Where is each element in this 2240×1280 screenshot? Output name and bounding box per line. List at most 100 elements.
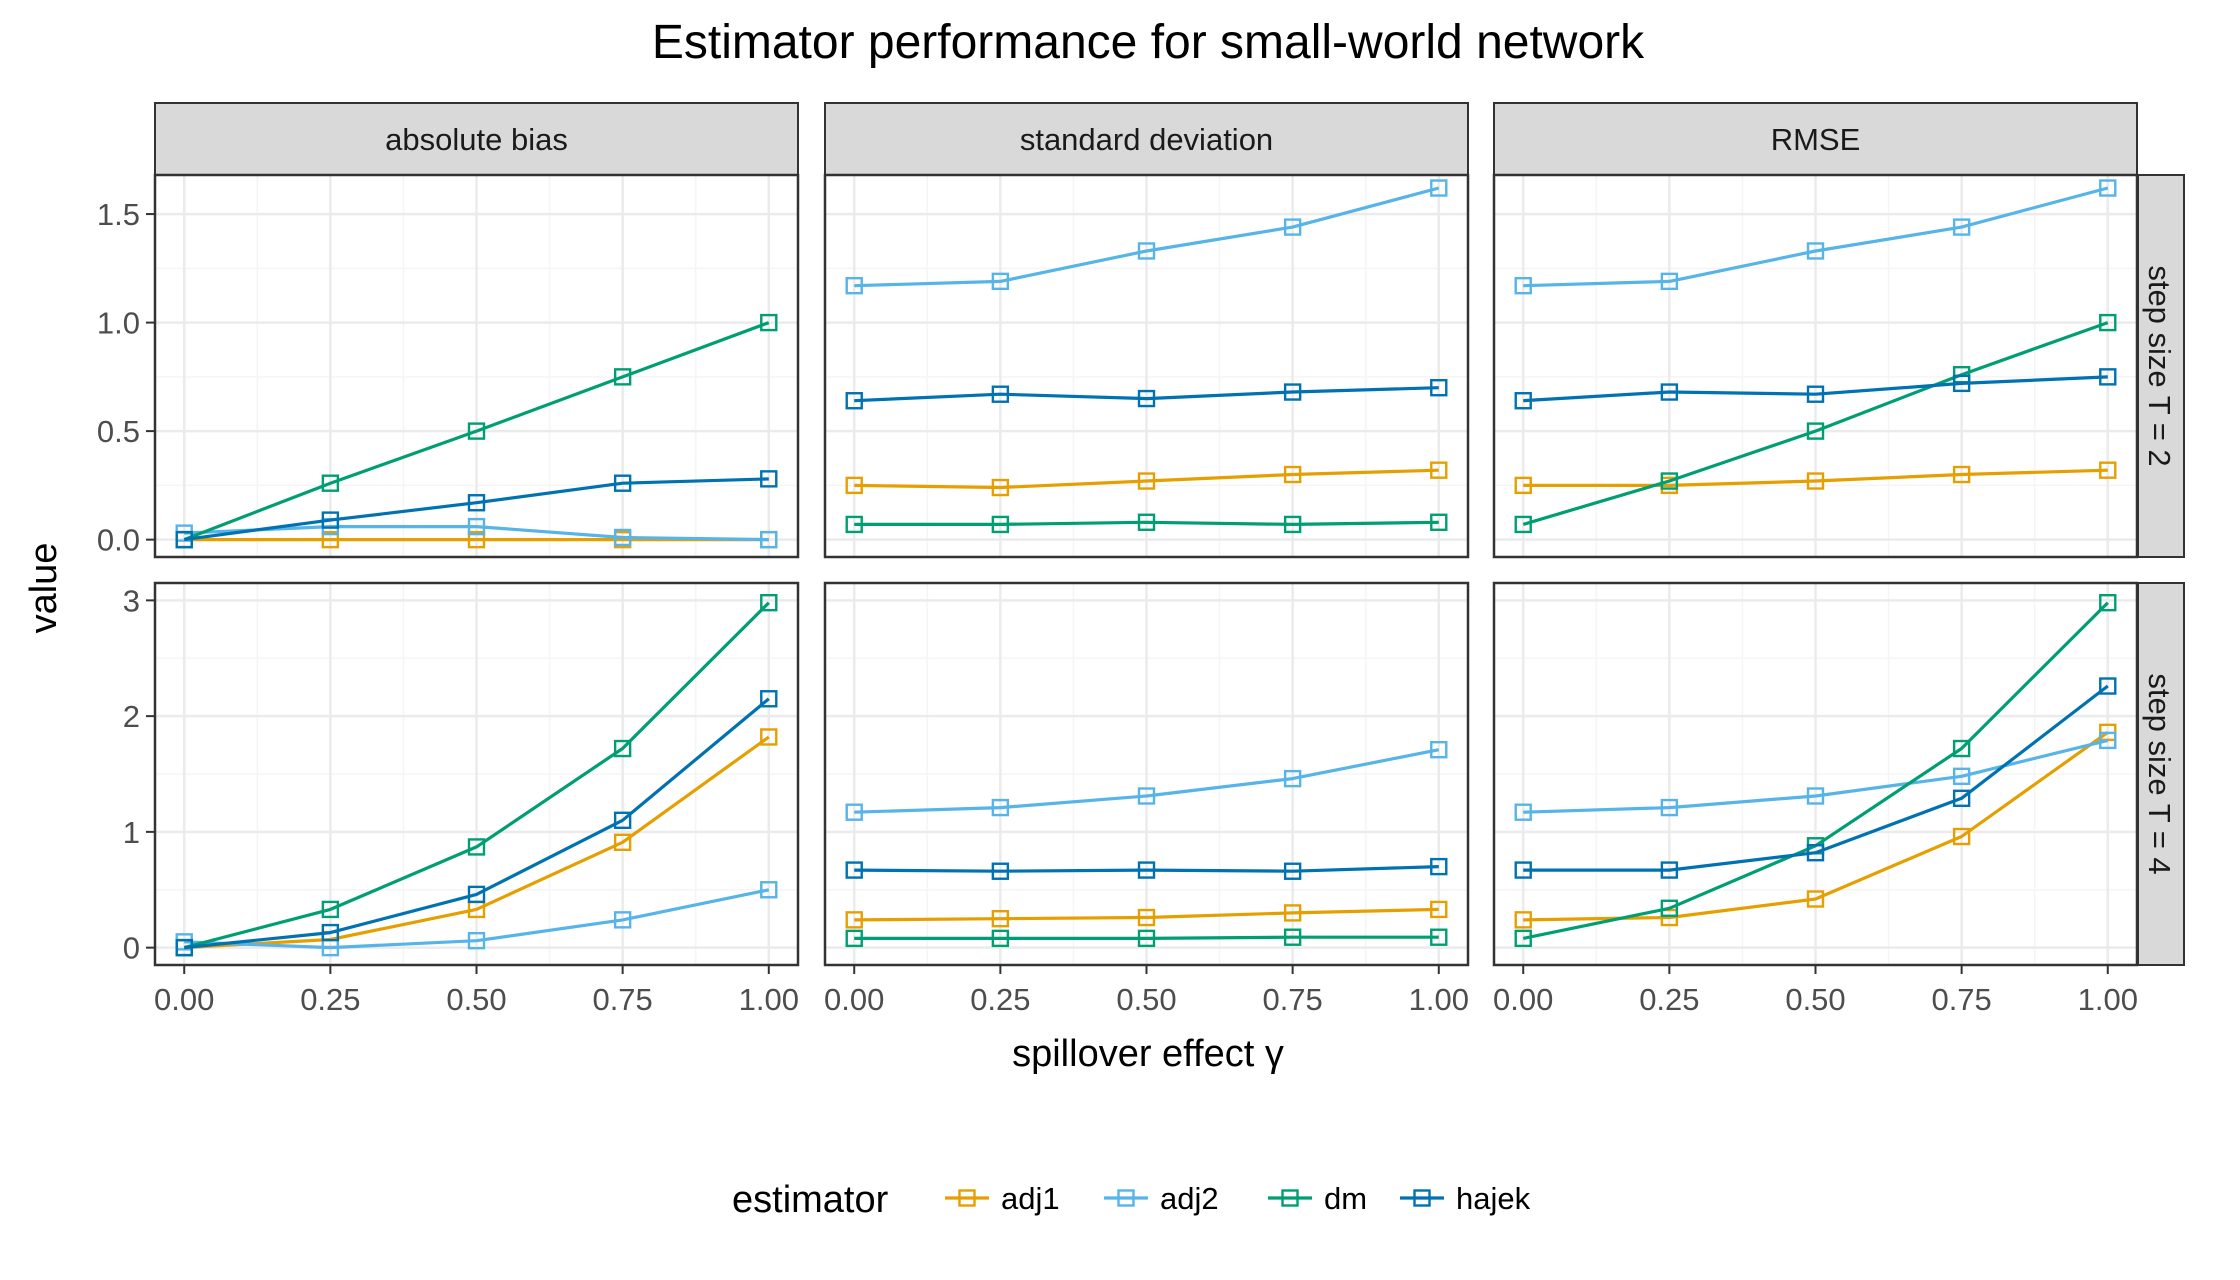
data-point (1430, 857, 1448, 876)
column-strip-rmse: RMSE (1493, 102, 2138, 176)
legend-key-point (1281, 1189, 1299, 1207)
data-point (845, 861, 863, 879)
data-point (1514, 392, 1532, 410)
data-point (613, 811, 632, 830)
series-line-adj1 (854, 907, 1439, 922)
data-point (1283, 218, 1302, 236)
data-point (991, 478, 1010, 497)
gridlines (825, 175, 1468, 557)
series-line-adj1 (1523, 468, 2108, 487)
series-line-dm (854, 935, 1439, 941)
data-point (1283, 383, 1302, 401)
data-point (175, 530, 193, 549)
series-hajek (175, 690, 778, 957)
gridlines (1494, 175, 2137, 557)
panel-border (153, 173, 800, 559)
data-point (1806, 844, 1825, 862)
strip-background (1493, 102, 2138, 176)
data-point (467, 885, 486, 904)
column-strip-absolute-bias: absolute bias (154, 102, 799, 176)
y-tick-label: 0.5 (97, 414, 140, 449)
gridlines (1494, 583, 2137, 965)
data-point (1137, 929, 1156, 948)
data-point (613, 474, 632, 492)
x-tick-label: 0.25 (1639, 982, 1699, 1017)
data-point (613, 833, 632, 851)
strip-background (2137, 174, 2185, 558)
data-point (2099, 179, 2117, 197)
data-point (1660, 272, 1679, 291)
data-point (467, 494, 486, 512)
data-point (991, 798, 1010, 817)
legend-key-point (1117, 1189, 1135, 1207)
y-tick-label: 1 (123, 815, 140, 850)
series-line-hajek (1523, 375, 2108, 403)
data-point (845, 276, 863, 295)
series-adj1 (845, 461, 1448, 497)
data-point (1137, 787, 1156, 805)
data-point (1137, 861, 1156, 879)
legend-key-point (958, 1189, 976, 1207)
data-point (2099, 731, 2117, 750)
series-hajek (175, 470, 778, 549)
y-tick-label: 3 (123, 583, 140, 618)
strip-label: RMSE (1771, 122, 1861, 157)
data-point (2099, 368, 2117, 386)
data-point (1806, 385, 1825, 403)
data-point (1430, 379, 1448, 397)
data-point (760, 470, 778, 488)
data-point (1514, 929, 1532, 948)
series-line-adj2 (1523, 186, 2109, 288)
data-point (1952, 789, 1971, 808)
data-point (1806, 890, 1825, 908)
data-point (1514, 515, 1532, 534)
x-tick-label: 0.00 (154, 982, 214, 1017)
x-tick-label: 0.50 (1785, 982, 1845, 1017)
series-dm (845, 928, 1448, 948)
x-tick-label: 0.25 (300, 982, 360, 1017)
series-hajek (1514, 677, 2117, 879)
y-tick-label: 2 (123, 699, 140, 734)
data-point (1283, 769, 1302, 788)
data-point (991, 272, 1010, 291)
legend-item-adj2: adj2 (1104, 1181, 1219, 1216)
x-axis-title: spillover effect γ (1012, 1033, 1284, 1075)
x-tick-label: 0.50 (1116, 982, 1176, 1017)
data-point (1514, 476, 1532, 495)
legend-item-hajek: hajek (1400, 1181, 1531, 1216)
data-point (467, 530, 486, 549)
strip-label: standard deviation (1020, 122, 1273, 157)
y-tick-label: 0 (123, 931, 140, 966)
data-point (760, 593, 778, 612)
x-tick-label: 1.00 (1409, 982, 1469, 1017)
data-point (321, 474, 340, 492)
data-point (1806, 472, 1825, 490)
data-point (1137, 389, 1156, 408)
data-point (1430, 900, 1448, 919)
panel-absolute-bias-step-size-t-4: 0.00 0.25 0.50 0.75 1.00 (153, 581, 800, 1017)
series-hajek (845, 857, 1448, 880)
data-point (1283, 862, 1302, 880)
data-point (1514, 803, 1532, 821)
series-line-hajek (183, 477, 769, 542)
series-hajek (845, 379, 1448, 410)
data-point (1952, 218, 1971, 236)
series-dm (845, 513, 1448, 534)
data-point (845, 476, 863, 495)
y-tick-label: 0.0 (97, 523, 140, 558)
legend-label: dm (1324, 1181, 1367, 1216)
data-point (991, 862, 1010, 880)
data-point (1283, 928, 1302, 946)
series-adj2 (175, 881, 778, 957)
data-point (321, 923, 340, 942)
legend-title: estimator (732, 1179, 889, 1221)
data-point (1952, 465, 1971, 484)
series-adj2 (1514, 179, 2117, 295)
series-line-adj2 (184, 888, 770, 950)
series-adj2 (845, 179, 1448, 295)
series-dm (175, 593, 778, 957)
row-strip-step-size-t-2: step size T = 2 (2137, 174, 2185, 558)
data-point (1660, 861, 1679, 879)
legend: estimator adj1 adj2 dm hajek (732, 1179, 1531, 1221)
